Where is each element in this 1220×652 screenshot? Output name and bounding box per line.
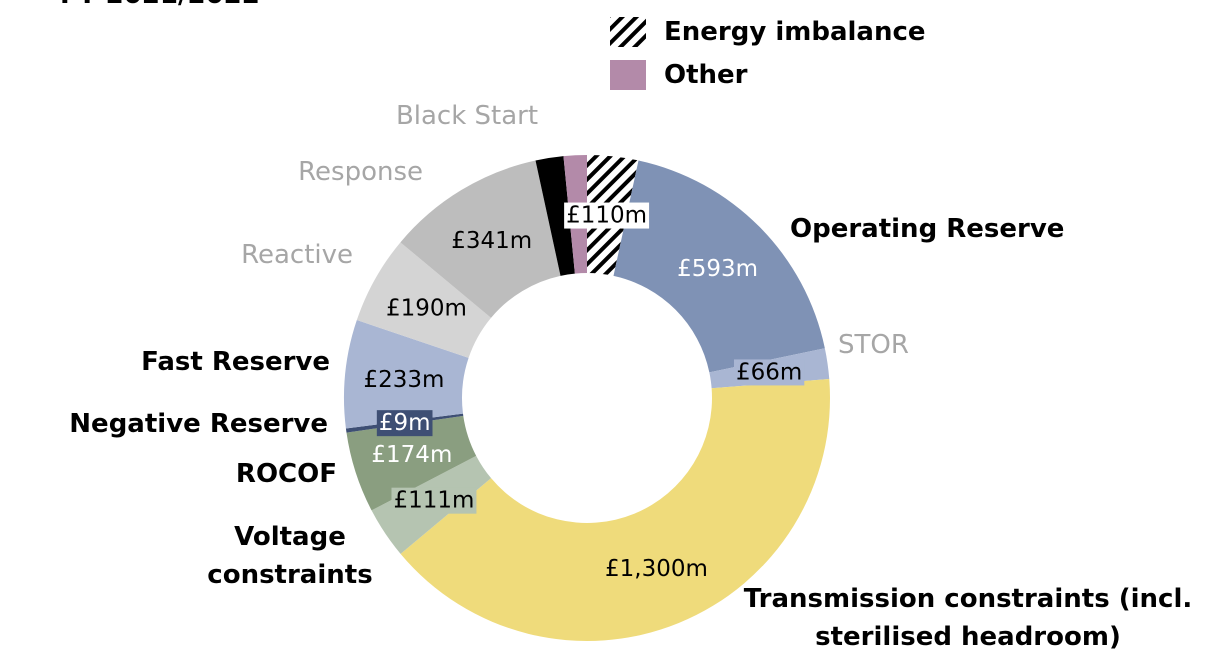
value-label-group: £233m <box>363 367 444 393</box>
value-label-group: £110m <box>564 202 650 229</box>
category-label: ROCOF <box>235 459 337 489</box>
value-label-group: £190m <box>386 296 467 322</box>
donut-segment <box>535 156 575 276</box>
value-label-group: £66m <box>733 359 805 386</box>
category-label: STOR <box>838 330 909 360</box>
value-label-background <box>391 487 477 514</box>
value-label: £174m <box>371 442 452 468</box>
category-label: Transmission constraints (incl. sterilis… <box>743 584 1193 652</box>
donut-segment <box>400 160 561 318</box>
value-label: £9m <box>379 410 431 436</box>
value-label-group: £9m <box>376 410 433 437</box>
category-label: Fast Reserve <box>141 347 330 377</box>
value-label: £190m <box>386 296 467 322</box>
donut-segment <box>343 320 469 429</box>
donut-segment <box>356 242 492 358</box>
donut-segment <box>613 160 825 373</box>
value-label-group: £1,300m <box>605 556 708 582</box>
legend-label: Other <box>664 60 748 90</box>
value-label-group: £593m <box>677 256 758 282</box>
category-label: Voltage constraints <box>207 522 373 590</box>
category-label: Reactive <box>241 240 353 270</box>
legend-label: Energy imbalance <box>664 17 926 47</box>
category-label: Negative Reserve <box>69 409 328 439</box>
value-label-background <box>376 410 433 437</box>
category-label: Response <box>298 157 423 187</box>
legend-swatch <box>610 17 646 47</box>
value-label: £66m <box>736 359 802 385</box>
value-label-background <box>564 202 650 229</box>
chart-title: FY 2021/2022 <box>60 0 260 10</box>
donut-segment <box>400 379 830 641</box>
value-label: £110m <box>566 203 647 229</box>
value-label: £341m <box>451 228 532 254</box>
category-label: Operating Reserve <box>790 214 1065 244</box>
value-label: £1,300m <box>605 556 708 582</box>
value-label-group: £341m <box>451 228 532 254</box>
category-label: Black Start <box>395 101 539 131</box>
value-label-group: £111m <box>391 487 477 514</box>
value-label-background <box>733 359 805 386</box>
value-label-group: £174m <box>371 442 452 468</box>
donut-segment <box>346 415 477 511</box>
value-label: £233m <box>363 367 444 393</box>
value-label: £593m <box>677 256 758 282</box>
legend-swatch <box>610 60 646 90</box>
value-label: £111m <box>393 488 474 514</box>
